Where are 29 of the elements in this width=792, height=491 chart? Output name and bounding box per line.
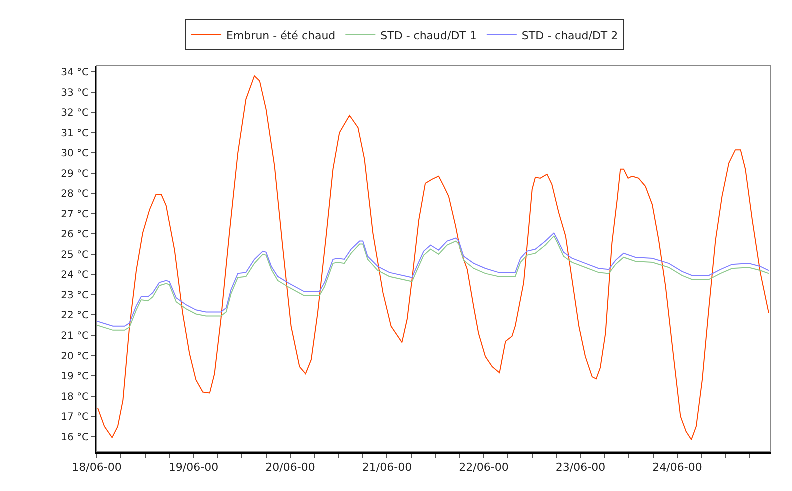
y-tick-label: 30 °C [61,148,90,160]
y-tick-label: 32 °C [61,108,90,120]
y-tick-label: 25 °C [61,250,90,261]
y-tick-label: 17 °C [61,412,90,424]
y-tick-label: 29 °C [61,168,90,180]
legend-label: Embrun - été chaud [226,29,336,42]
y-tick-label: 23 °C [61,290,90,302]
y-tick-label: 21 °C [61,330,90,342]
y-tick-label: 24 °C [61,270,90,282]
x-tick-label: 24/06-00 [652,461,702,474]
y-tick-label: 28 °C [61,189,90,200]
x-tick-label: 21/06-00 [362,461,412,474]
y-tick-label: 22 °C [61,310,90,322]
legend-label: STD - chaud/DT 1 [380,29,477,42]
x-tick-label: 20/06-00 [266,461,316,474]
x-tick-label: 22/06-00 [459,461,509,474]
y-tick-label: 33 °C [61,88,90,99]
y-tick-label: 19 °C [61,372,90,383]
x-tick-label: 18/06-00 [72,461,122,474]
y-tick-label: 16 °C [61,432,90,444]
y-tick-label: 26 °C [61,230,90,241]
y-tick-label: 27 °C [61,209,90,220]
legend-label: STD - chaud/DT 2 [522,29,618,42]
y-tick-label: 18 °C [61,392,90,403]
y-tick-label: 20 °C [61,351,90,362]
x-tick-label: 23/06-00 [556,461,606,474]
y-tick-label: 34 °C [61,68,90,79]
x-tick-label: 19/06-00 [168,461,219,474]
y-tick-label: 31 °C [61,128,90,140]
